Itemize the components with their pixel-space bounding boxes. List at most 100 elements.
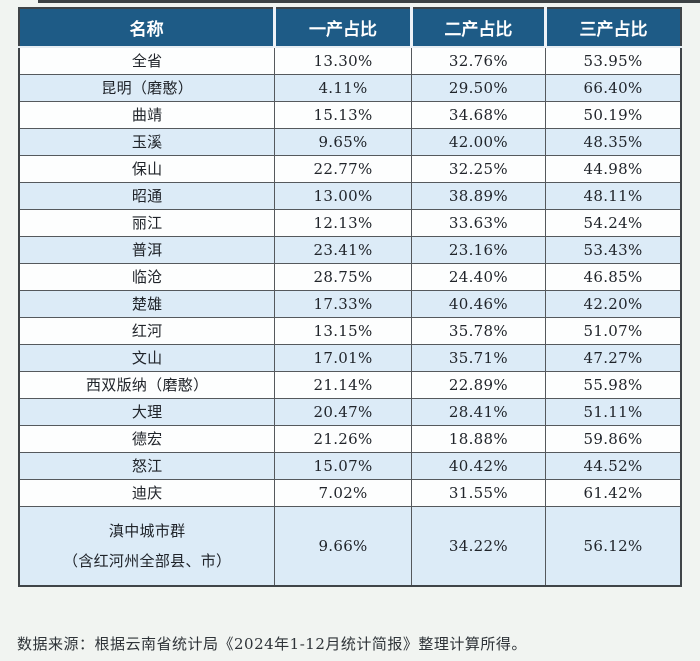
value-cell: 13.00% <box>274 181 412 210</box>
region-name-cell: 全省 <box>18 46 276 75</box>
table-row: 玉溪 9.65% 42.00% 48.35% <box>18 127 682 156</box>
table-row: 临沧 28.75% 24.40% 46.85% <box>18 262 682 291</box>
value-cell: 40.46% <box>410 289 547 318</box>
value-cell: 51.07% <box>545 316 682 345</box>
value-cell: 18.88% <box>410 424 547 453</box>
value-cell: 34.22% <box>410 505 547 587</box>
value-cell: 13.30% <box>274 46 412 75</box>
table-row: 昆明（磨憨） 4.11% 29.50% 66.40% <box>18 73 682 102</box>
value-cell: 44.98% <box>545 154 682 183</box>
value-cell: 51.11% <box>545 397 682 426</box>
value-cell: 24.40% <box>410 262 547 291</box>
top-divider-line <box>38 0 700 3</box>
value-cell: 59.86% <box>545 424 682 453</box>
region-name-cell: 曲靖 <box>18 100 276 129</box>
value-cell: 34.68% <box>410 100 547 129</box>
value-cell: 32.76% <box>410 46 547 75</box>
value-cell: 20.47% <box>274 397 412 426</box>
value-cell: 38.89% <box>410 181 547 210</box>
region-name-cell: 德宏 <box>18 424 276 453</box>
column-header-3: 三产占比 <box>544 8 681 48</box>
value-cell: 56.12% <box>545 505 682 587</box>
value-cell: 48.35% <box>545 127 682 156</box>
table-row: 楚雄 17.33% 40.46% 42.20% <box>18 289 682 318</box>
value-cell: 44.52% <box>545 451 682 480</box>
value-cell: 28.75% <box>274 262 412 291</box>
value-cell: 9.66% <box>274 505 412 587</box>
table-row: 德宏 21.26% 18.88% 59.86% <box>18 424 682 453</box>
table-row: 大理 20.47% 28.41% 51.11% <box>18 397 682 426</box>
region-name-cell: 保山 <box>18 154 276 183</box>
value-cell: 17.01% <box>274 343 412 372</box>
region-name-cell: 怒江 <box>18 451 276 480</box>
value-cell: 33.63% <box>410 208 547 237</box>
value-cell: 53.95% <box>545 46 682 75</box>
value-cell: 15.07% <box>274 451 412 480</box>
value-cell: 29.50% <box>410 73 547 102</box>
value-cell: 22.77% <box>274 154 412 183</box>
value-cell: 47.27% <box>545 343 682 372</box>
value-cell: 17.33% <box>274 289 412 318</box>
value-cell: 13.15% <box>274 316 412 345</box>
value-cell: 23.16% <box>410 235 547 264</box>
value-cell: 12.13% <box>274 208 412 237</box>
value-cell: 22.89% <box>410 370 547 399</box>
region-name-cell: 玉溪 <box>18 127 276 156</box>
region-name-cell: 滇中城市群 （含红河州全部县、市） <box>18 505 276 587</box>
region-name-cell: 迪庆 <box>18 478 276 507</box>
value-cell: 21.26% <box>274 424 412 453</box>
table-row: 西双版纳（磨憨） 21.14% 22.89% 55.98% <box>18 370 682 399</box>
value-cell: 42.00% <box>410 127 547 156</box>
value-cell: 35.78% <box>410 316 547 345</box>
value-cell: 46.85% <box>545 262 682 291</box>
value-cell: 23.41% <box>274 235 412 264</box>
region-name-cell: 丽江 <box>18 208 276 237</box>
value-cell: 21.14% <box>274 370 412 399</box>
value-cell: 4.11% <box>274 73 412 102</box>
value-cell: 42.20% <box>545 289 682 318</box>
table-row: 保山 22.77% 32.25% 44.98% <box>18 154 682 183</box>
table-body: 全省 13.30% 32.76% 53.95% 昆明（磨憨） 4.11% 29.50% 66.… <box>18 46 682 587</box>
value-cell: 54.24% <box>545 208 682 237</box>
table-header-row: 名称 一产占比 二产占比 三产占比 <box>19 8 681 48</box>
column-header-2: 二产占比 <box>409 8 546 48</box>
value-cell: 31.55% <box>410 478 547 507</box>
industry-share-table: 名称 一产占比 二产占比 三产占比 全省 13.30% 32.76% 53.95% 昆明（磨憨… <box>18 7 682 587</box>
table-row: 普洱 23.41% 23.16% 53.43% <box>18 235 682 264</box>
value-cell: 40.42% <box>410 451 547 480</box>
value-cell: 53.43% <box>545 235 682 264</box>
value-cell: 61.42% <box>545 478 682 507</box>
table-row: 滇中城市群 （含红河州全部县、市） 9.66% 34.22% 56.12% <box>18 505 682 587</box>
table-row: 文山 17.01% 35.71% 47.27% <box>18 343 682 372</box>
region-name-cell: 文山 <box>18 343 276 372</box>
region-name-cell: 大理 <box>18 397 276 426</box>
table-row: 曲靖 15.13% 34.68% 50.19% <box>18 100 682 129</box>
region-name-cell: 昭通 <box>18 181 276 210</box>
industry-share-table-container: 名称 一产占比 二产占比 三产占比 全省 13.30% 32.76% 53.95% 昆明（磨憨… <box>18 7 682 587</box>
table-row: 昭通 13.00% 38.89% 48.11% <box>18 181 682 210</box>
table-row: 全省 13.30% 32.76% 53.95% <box>18 46 682 75</box>
column-header-0: 名称 <box>19 8 275 48</box>
region-name-cell: 昆明（磨憨） <box>18 73 276 102</box>
value-cell: 7.02% <box>274 478 412 507</box>
value-cell: 15.13% <box>274 100 412 129</box>
table-row: 红河 13.15% 35.78% 51.07% <box>18 316 682 345</box>
value-cell: 50.19% <box>545 100 682 129</box>
value-cell: 9.65% <box>274 127 412 156</box>
region-name-cell: 西双版纳（磨憨） <box>18 370 276 399</box>
value-cell: 66.40% <box>545 73 682 102</box>
table-row: 怒江 15.07% 40.42% 44.52% <box>18 451 682 480</box>
data-source-note: 数据来源：根据云南省统计局《2024年1-12月统计简报》整理计算所得。 <box>17 635 527 653</box>
value-cell: 28.41% <box>410 397 547 426</box>
region-name-cell: 楚雄 <box>18 289 276 318</box>
table-row: 丽江 12.13% 33.63% 54.24% <box>18 208 682 237</box>
region-name-cell: 红河 <box>18 316 276 345</box>
table-row: 迪庆 7.02% 31.55% 61.42% <box>18 478 682 507</box>
value-cell: 32.25% <box>410 154 547 183</box>
region-name-cell: 普洱 <box>18 235 276 264</box>
column-header-1: 一产占比 <box>273 8 412 48</box>
value-cell: 35.71% <box>410 343 547 372</box>
value-cell: 48.11% <box>545 181 682 210</box>
region-name-cell: 临沧 <box>18 262 276 291</box>
value-cell: 55.98% <box>545 370 682 399</box>
